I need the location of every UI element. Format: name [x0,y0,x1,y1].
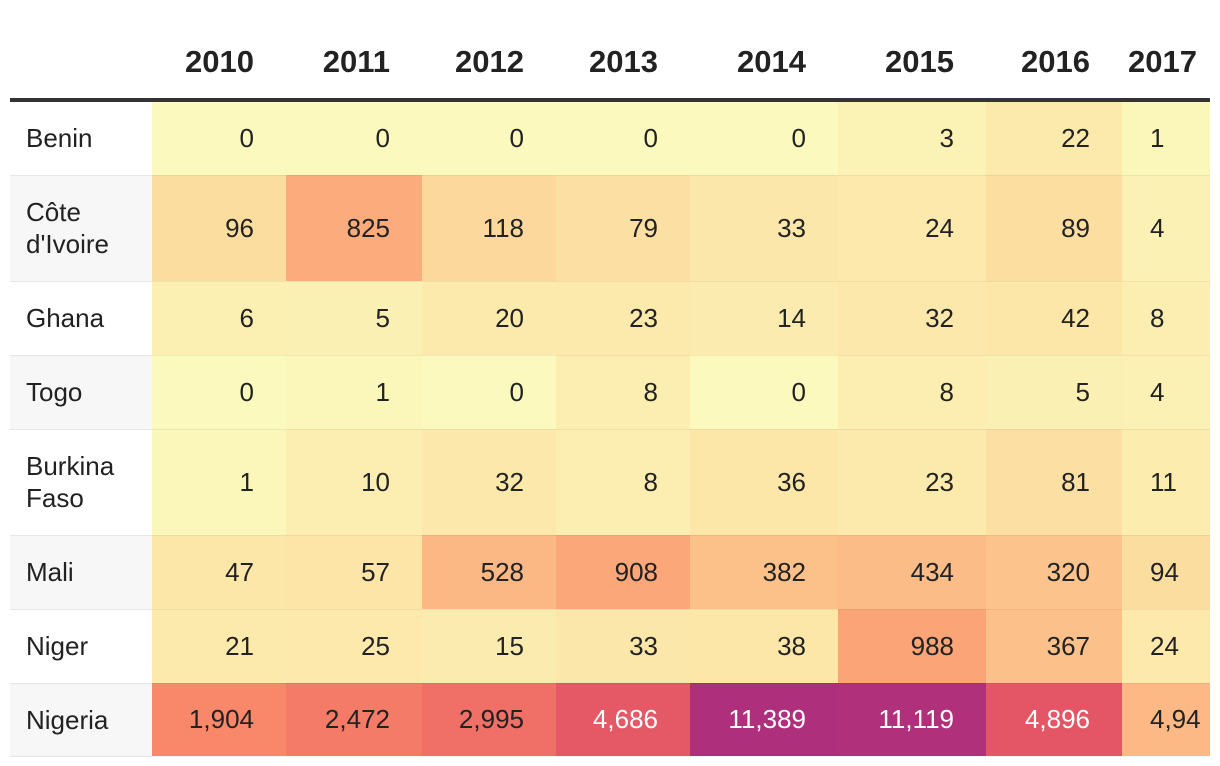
value-cell: 4,94 [1122,683,1210,757]
value-cell: 33 [690,175,838,282]
heatmap-table: 2010 2011 2012 2013 2014 2015 2016 2017 … [10,0,1210,757]
value-cell: 8 [1122,281,1210,356]
value-cell: 0 [556,100,690,176]
value-cell: 14 [690,281,838,356]
value-cell: 23 [556,281,690,356]
value-cell: 21 [152,609,286,684]
value-cell: 96 [152,175,286,282]
value-cell: 38 [690,609,838,684]
value-cell: 81 [986,429,1122,536]
value-cell: 4 [1122,175,1210,282]
table-row: Mali 47 57 528 908 382 434 320 94 [10,535,1210,610]
column-header[interactable]: 2015 [838,0,986,102]
country-cell: Mali [10,535,152,610]
value-cell: 0 [286,100,422,176]
heatmap-table-container: 2010 2011 2012 2013 2014 2015 2016 2017 … [10,0,1210,766]
value-cell: 79 [556,175,690,282]
value-cell: 0 [422,355,556,430]
value-cell: 0 [152,355,286,430]
value-cell: 3 [838,100,986,176]
value-cell: 11,389 [690,683,838,757]
value-cell: 11 [1122,429,1210,536]
country-cell: Burkina Faso [10,429,152,536]
value-cell: 8 [556,355,690,430]
table-row: Ghana 6 5 20 23 14 32 42 8 [10,281,1210,356]
value-cell: 4,896 [986,683,1122,757]
value-cell: 57 [286,535,422,610]
value-cell: 36 [690,429,838,536]
value-cell: 382 [690,535,838,610]
value-cell: 24 [838,175,986,282]
column-header[interactable]: 2013 [556,0,690,102]
value-cell: 908 [556,535,690,610]
value-cell: 0 [152,100,286,176]
value-cell: 825 [286,175,422,282]
value-cell: 42 [986,281,1122,356]
table-row: Benin 0 0 0 0 0 3 22 1 [10,100,1210,176]
value-cell: 20 [422,281,556,356]
value-cell: 367 [986,609,1122,684]
value-cell: 434 [838,535,986,610]
country-cell: Nigeria [10,683,152,757]
value-cell: 2,995 [422,683,556,757]
country-cell: Ghana [10,281,152,356]
value-cell: 118 [422,175,556,282]
value-cell: 1 [1122,100,1210,176]
value-cell: 24 [1122,609,1210,684]
country-cell: Niger [10,609,152,684]
value-cell: 15 [422,609,556,684]
value-cell: 89 [986,175,1122,282]
value-cell: 0 [422,100,556,176]
value-cell: 33 [556,609,690,684]
value-cell: 8 [556,429,690,536]
column-header[interactable]: 2011 [286,0,422,102]
value-cell: 5 [286,281,422,356]
column-header[interactable]: 2016 [986,0,1122,102]
value-cell: 1,904 [152,683,286,757]
column-header[interactable]: 2010 [152,0,286,102]
value-cell: 10 [286,429,422,536]
table-row: Côte d'Ivoire 96 825 118 79 33 24 89 4 [10,175,1210,282]
value-cell: 22 [986,100,1122,176]
table-row: Togo 0 1 0 8 0 8 5 4 [10,355,1210,430]
value-cell: 0 [690,355,838,430]
table-row: Nigeria 1,904 2,472 2,995 4,686 11,389 1… [10,683,1210,757]
value-cell: 0 [690,100,838,176]
value-cell: 32 [422,429,556,536]
country-cell: Benin [10,100,152,176]
value-cell: 47 [152,535,286,610]
column-header[interactable]: 2017 [1122,0,1210,102]
value-cell: 988 [838,609,986,684]
table-row: Burkina Faso 1 10 32 8 36 23 81 11 [10,429,1210,536]
country-cell: Togo [10,355,152,430]
column-header[interactable]: 2012 [422,0,556,102]
value-cell: 23 [838,429,986,536]
value-cell: 4 [1122,355,1210,430]
value-cell: 2,472 [286,683,422,757]
value-cell: 1 [152,429,286,536]
header-row: 2010 2011 2012 2013 2014 2015 2016 2017 [10,0,1210,102]
value-cell: 528 [422,535,556,610]
value-cell: 6 [152,281,286,356]
value-cell: 11,119 [838,683,986,757]
value-cell: 320 [986,535,1122,610]
value-cell: 1 [286,355,422,430]
value-cell: 25 [286,609,422,684]
country-cell: Côte d'Ivoire [10,175,152,282]
value-cell: 8 [838,355,986,430]
value-cell: 4,686 [556,683,690,757]
value-cell: 5 [986,355,1122,430]
value-cell: 94 [1122,535,1210,610]
column-header[interactable]: 2014 [690,0,838,102]
table-row: Niger 21 25 15 33 38 988 367 24 [10,609,1210,684]
header-country-column [10,0,152,102]
value-cell: 32 [838,281,986,356]
